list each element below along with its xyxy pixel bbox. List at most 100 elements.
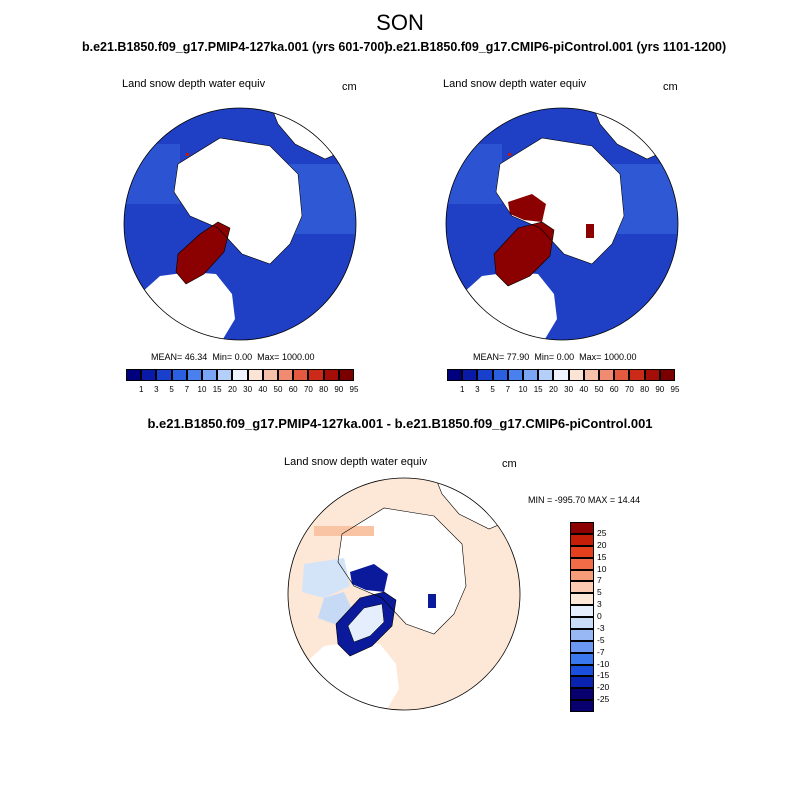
panel-2-variable-label: Land snow depth water equiv (443, 78, 587, 90)
panel-2-atlantic-ocean (446, 272, 557, 340)
panel-2-colorbar-swatch (447, 369, 463, 381)
difference-colorbar-swatch (570, 664, 594, 677)
panel-1-colorbar-tick-label: 15 (212, 385, 222, 394)
difference-colorbar-tick-label: 20 (597, 539, 607, 550)
difference-colorbar-tick-label: 7 (597, 575, 602, 586)
difference-colorbar-swatch (570, 545, 594, 558)
panel-2-colorbar-tick-label: 1 (459, 385, 465, 394)
difference-colorbar-tick-label: 25 (597, 527, 607, 538)
difference-colorbar-swatch (570, 557, 594, 570)
panel-2-greenland (493, 221, 555, 287)
panel-1-colorbar-swatch (141, 369, 157, 381)
panel-2-colorbar-tick-label: 90 (655, 385, 665, 394)
panel-2-max-value: 1000.00 (603, 352, 637, 362)
panel-1-colorbar-tick-label: 7 (184, 385, 190, 394)
panel-2-polar-map (445, 107, 679, 341)
difference-polar-map (287, 477, 521, 711)
difference-colorbar-tick-label: -10 (597, 658, 610, 669)
panel-2-colorbar-swatch (659, 369, 675, 381)
panel-2-colorbar-tick-label: 80 (640, 385, 650, 394)
panel-2-colorbar (447, 369, 675, 381)
panel-2-map-border (445, 107, 679, 341)
panel-2-colorbar-tick-label: 60 (609, 385, 619, 394)
panel-2-colorbar-swatch (462, 369, 478, 381)
panel-1-arctic-ocean (174, 138, 302, 264)
difference-colorbar-tick-label: -3 (597, 622, 605, 633)
panel-1-colorbar-swatch (171, 369, 187, 381)
panel-1-colorbar-tick-label: 5 (169, 385, 174, 394)
difference-colorbar-swatch (570, 605, 594, 617)
difference-colorbar-swatch (570, 688, 594, 701)
difference-min-label: MIN = (528, 495, 553, 505)
panel-2-colorbar-labels: 1 3 5 7 10 15 20 30 40 50 60 70 80 90 95 (447, 385, 680, 397)
panel-2-colorbar-swatch (538, 369, 554, 381)
difference-colorbar-tick-label: 3 (597, 599, 602, 610)
panel-1-colorbar-swatch (186, 369, 202, 381)
panel-1-stats: MEAN= 46.34 Min= 0.00 Max= 1000.00 (151, 352, 314, 362)
panel-1-colorbar-tick-label: 3 (154, 385, 159, 394)
panel-1-min-label: Min= (212, 352, 233, 362)
difference-colorbar-swatch (570, 640, 594, 653)
panel-1-map-border (123, 107, 357, 341)
panel-2-colorbar-swatch (568, 369, 584, 381)
panel-2-colorbar-tick-label: 5 (490, 385, 495, 394)
panel-1-polar-map (123, 107, 357, 341)
difference-colorbar-swatch (570, 628, 594, 641)
difference-colorbar-tick-label: 0 (597, 611, 602, 621)
panel-2-colorbar-tick-label: 3 (475, 385, 480, 394)
difference-colorbar-tick-label: 15 (597, 551, 607, 562)
panel-1-title: b.e21.B1850.f09_g17.PMIP4-127ka.001 (yrs… (82, 40, 389, 54)
panel-2-colorbar-swatch (629, 369, 645, 381)
panel-1-colorbar-swatch (308, 369, 324, 381)
difference-colorbar-swatch (570, 581, 594, 594)
difference-title: b.e21.B1850.f09_g17.PMIP4-127ka.001 - b.… (147, 416, 653, 431)
season-title: SON (376, 10, 424, 35)
panel-2-colorbar-swatch (553, 369, 569, 381)
difference-colorbar-swatch (570, 593, 594, 606)
panel-1-colorbar-tick-label: 30 (243, 385, 253, 394)
difference-colorbar-tick-label: -20 (597, 682, 610, 693)
panel-2-arctic-islands (508, 194, 546, 222)
panel-1-colorbar-swatch (126, 369, 142, 381)
difference-map-border (287, 477, 521, 711)
panel-2-colorbar-swatch (507, 369, 523, 381)
panel-1-colorbar-tick-label: 20 (227, 385, 237, 394)
difference-colorbar-swatch (570, 700, 594, 712)
difference-negative-patch (302, 558, 350, 598)
panel-1-colorbar-swatch (323, 369, 339, 381)
difference-colorbar-swatch (570, 676, 594, 689)
panel-1-colorbar (126, 369, 354, 381)
panel-2-stats: MEAN= 77.90 Min= 0.00 Max= 1000.00 (473, 352, 636, 362)
panel-1-colorbar-swatch (217, 369, 233, 381)
panel-1-greenland (175, 221, 231, 285)
panel-1-colorbar-tick-label: 70 (303, 385, 313, 394)
panel-1-colorbar-swatch (247, 369, 263, 381)
difference-colorbar-swatch (570, 522, 594, 534)
panel-2-colorbar-swatch (599, 369, 615, 381)
difference-colorbar-swatch (570, 569, 594, 582)
difference-colorbar-tick-label: 10 (597, 563, 607, 574)
difference-islands-negative (350, 564, 388, 592)
panel-1-colorbar-swatch (338, 369, 354, 381)
difference-greenland-interior (347, 603, 385, 643)
difference-colorbar-tick-label: -15 (597, 670, 610, 681)
difference-atlantic-ocean (288, 642, 399, 710)
panel-2-colorbar-swatch (583, 369, 599, 381)
panel-2-colorbar-tick-label: 40 (579, 385, 589, 394)
panel-1-mean-label: MEAN= (151, 352, 183, 362)
difference-colorbar-labels: 25 20 15 10 7 5 3 0 -3 -5 -7 -10 -15 -20 -25 (597, 522, 637, 712)
panel-1-colorbar-tick-label: 60 (288, 385, 298, 394)
difference-variable-label: Land snow depth water equiv (284, 456, 428, 468)
panel-2-colorbar-tick-label: 15 (533, 385, 543, 394)
panel-2-mean-label: MEAN= (473, 352, 505, 362)
panel-2-colorbar-swatch (644, 369, 660, 381)
panel-1-colorbar-swatch (156, 369, 172, 381)
panel-2-colorbar-tick-label: 50 (594, 385, 604, 394)
panel-2-colorbar-tick-label: 30 (564, 385, 574, 394)
panel-1-colorbar-tick-label: 40 (258, 385, 268, 394)
difference-colorbar-tick-label: -7 (597, 646, 605, 657)
panel-2-colorbar-tick-label: 10 (518, 385, 528, 394)
panel-2-min-value: 0.00 (556, 352, 575, 362)
panel-1-colorbar-swatch (232, 369, 248, 381)
panel-2-max-label: Max= (579, 352, 602, 362)
